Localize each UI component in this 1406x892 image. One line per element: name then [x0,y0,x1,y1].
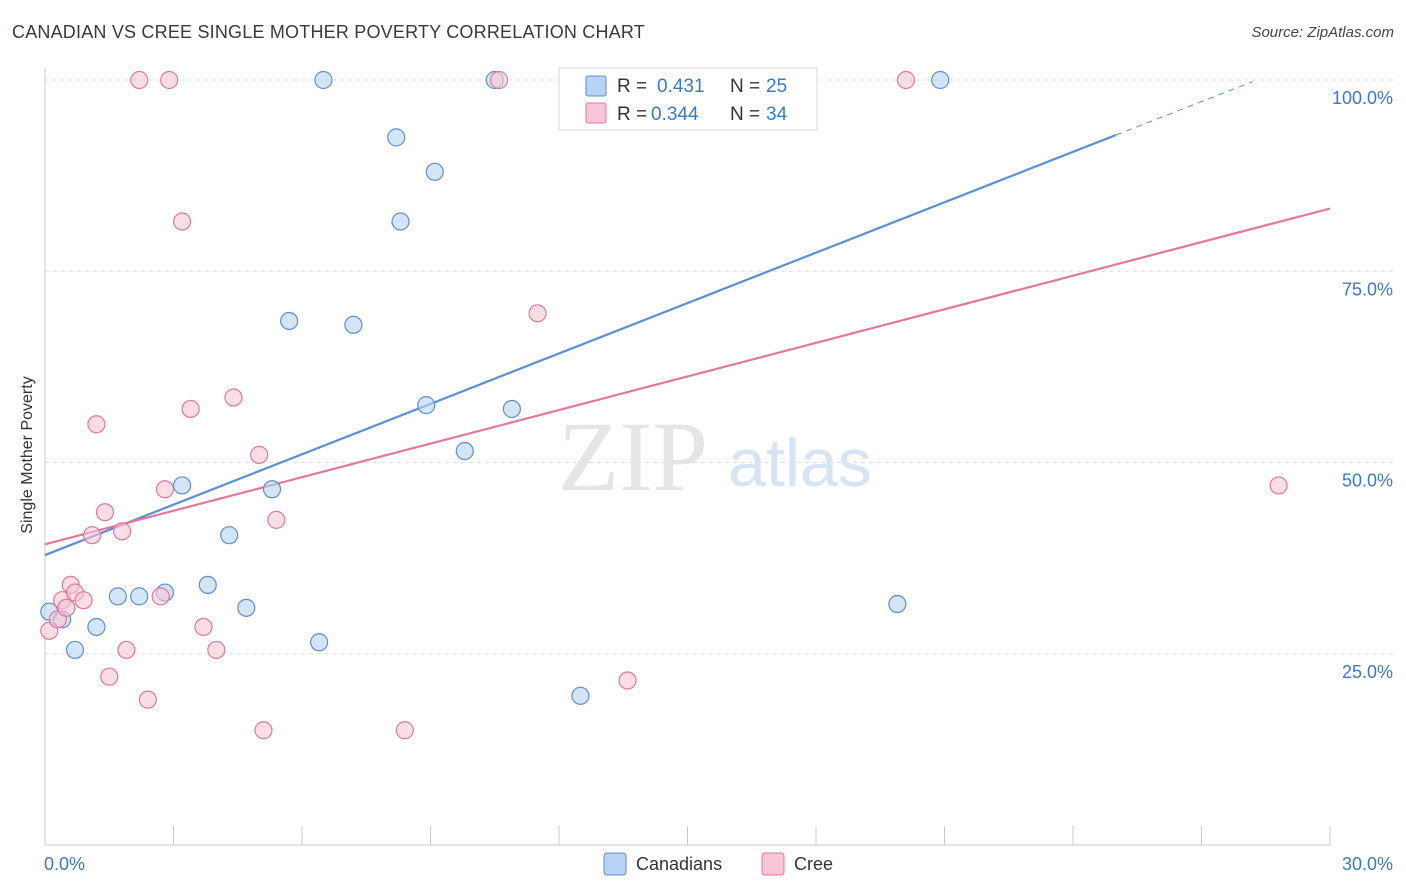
cree-point [181,399,200,419]
cree-point [896,70,916,90]
canadians-point [310,633,329,652]
series-legend: Canadians Cree [603,852,833,876]
canadians-trend-line [44,134,1117,557]
canadians-point [237,598,256,617]
cree-point [267,510,286,529]
cree-point [254,721,273,740]
cree-point [74,591,93,610]
canadians-point [391,212,410,231]
legend-swatch-cree [761,852,785,876]
canadians-point [65,640,85,660]
cree-point [117,640,136,660]
cree-point [87,415,106,434]
y-tick-label: 25.0% [1342,662,1393,682]
stats-legend-r-value: 0.431 [657,76,705,97]
canadians-point [502,399,521,419]
canadians-point [108,587,127,606]
cree-point [395,721,414,740]
stats-legend: R = 0.431 N = 25 R = 0.344 N = 34 [558,67,818,131]
legend-label-cree: Cree [794,854,833,874]
canadians-point [130,587,149,606]
stats-legend-n-value: 25 [766,76,787,97]
cree-point [138,690,157,709]
canadians-point [455,441,474,461]
cree-point [57,598,76,617]
trend-layer [44,81,1331,557]
stats-legend-n-label: N = [730,104,760,125]
stats-legend-r-label: R = [617,104,647,125]
canadians-point [425,162,444,181]
cree-point [194,617,213,637]
canadians-point [262,480,282,499]
canadians-point [344,315,363,334]
points-layer [40,70,1288,740]
cree-point [224,388,243,407]
canadians-point [172,476,192,495]
watermark-atlas: atlas [728,425,872,501]
y-tick-label: 100.0% [1332,88,1393,108]
stats-legend-swatch-canadians [585,75,607,97]
cree-point [250,445,269,464]
chart-title: CANADIAN VS CREE SINGLE MOTHER POVERTY C… [12,22,645,42]
legend-label-canadians: Canadians [636,854,722,874]
canadians-point [888,594,907,614]
canadians-point [931,70,950,90]
cree-point [112,522,132,541]
axis-layer: 25.0% 50.0% 75.0% 100.0% 0.0% 30.0% [44,68,1393,874]
canadians-point [280,311,299,331]
cree-point [151,587,170,606]
y-tick-label: 75.0% [1342,279,1393,299]
stats-legend-r-label: R = [617,76,647,97]
cree-point [155,480,175,499]
cree-point [100,667,119,686]
stats-legend-swatch-cree [585,102,607,124]
cree-point [618,671,637,690]
cree-point [207,640,226,660]
stats-legend-r-value: 0.344 [651,104,699,125]
cree-point [1269,476,1288,495]
cree-point [528,304,547,323]
cree-point [95,503,115,522]
canadians-point [220,526,239,545]
x-tick-label: 30.0% [1342,854,1393,874]
canadians-point [87,617,106,637]
cree-trend-line [44,207,1331,546]
stats-legend-n-value: 34 [766,104,788,125]
stats-legend-n-label: N = [730,76,760,97]
watermark-zip: ZIP [558,401,708,512]
source-label: Source: ZipAtlas.com [1251,24,1394,41]
cree-point [489,70,509,90]
canadians-point [571,686,590,705]
canadians-point [198,575,217,595]
y-tick-label: 50.0% [1342,471,1393,491]
canadians-trend-extension [1115,81,1254,136]
cree-point [160,70,179,90]
legend-swatch-canadians [603,852,627,876]
cree-point [130,70,149,90]
canadians-point [314,70,333,90]
cree-point [172,212,192,231]
canadians-point [417,396,436,415]
cree-point [83,526,102,545]
x-tick-label: 0.0% [44,854,85,874]
canadians-point [387,128,406,147]
